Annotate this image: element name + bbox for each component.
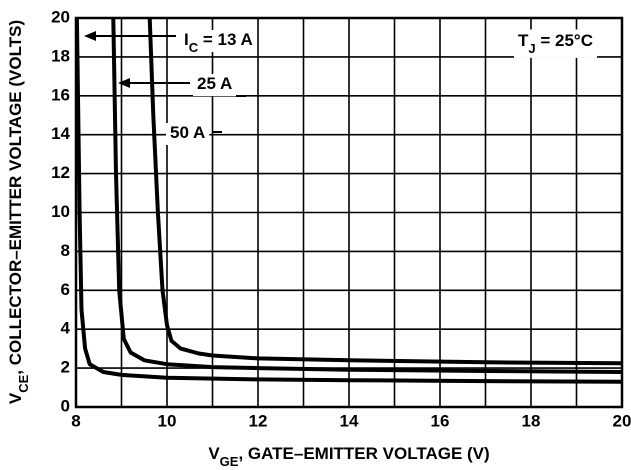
x-axis-label-part: V	[208, 444, 220, 463]
y-tick-label: 20	[51, 7, 70, 26]
series-line	[147, 17, 623, 366]
y-tick-label: 12	[51, 163, 70, 182]
series-line	[111, 17, 623, 374]
x-tick-label: 14	[340, 411, 359, 430]
y-tick-label: 2	[61, 358, 70, 377]
y-tick-label: 10	[51, 202, 70, 221]
series-label-part: C	[189, 40, 199, 55]
y-tick-label: 18	[51, 46, 70, 65]
series-label: 50 A	[170, 123, 205, 142]
series-label-part: = 13 A	[198, 30, 253, 49]
x-tick-label: 16	[431, 411, 450, 430]
annotation-background	[514, 29, 597, 58]
y-axis-label: VCE, COLLECTOR–EMITTER VOLTAGE (VOLTS)	[6, 20, 30, 404]
y-tick-label: 8	[61, 241, 70, 260]
label-background	[193, 74, 237, 96]
label-background	[180, 30, 257, 52]
x-tick-label: 10	[158, 411, 177, 430]
series-label-part: 25 A	[197, 74, 232, 93]
x-tick-label: 20	[613, 411, 631, 430]
annotation: TJ = 25°C	[518, 31, 593, 55]
plot-frame	[74, 16, 624, 409]
arrow-head	[118, 78, 130, 88]
series-label: IC = 13 A	[184, 30, 253, 54]
series-label: 25 A	[197, 74, 232, 93]
y-axis-label-part: CE	[16, 374, 31, 392]
arrow-head	[84, 31, 96, 41]
y-axis-label-part: , COLLECTOR–EMITTER VOLTAGE (VOLTS)	[6, 20, 25, 375]
annotation-part: = 25°C	[536, 31, 593, 50]
x-tick-label: 18	[522, 411, 541, 430]
y-tick-label: 6	[61, 280, 70, 299]
x-tick-label: 12	[249, 411, 268, 430]
y-tick-label: 16	[51, 85, 70, 104]
x-axis-label-part: , GATE–EMITTER VOLTAGE (V)	[238, 444, 489, 463]
y-axis-label-part: V	[6, 392, 25, 404]
x-tick-label: 8	[71, 411, 80, 430]
annotation-part: J	[528, 41, 535, 56]
label-background	[166, 123, 210, 145]
x-axis-label-part: GE	[220, 454, 239, 469]
y-tick-label: 4	[61, 319, 71, 338]
series-label-part: 50 A	[170, 123, 205, 142]
y-tick-label: 0	[61, 396, 70, 415]
y-tick-label: 14	[51, 124, 70, 143]
x-axis-label: VGE, GATE–EMITTER VOLTAGE (V)	[208, 444, 489, 468]
series-line	[74, 17, 623, 384]
series-label-part: I	[184, 30, 189, 49]
annotation-part: T	[518, 31, 529, 50]
